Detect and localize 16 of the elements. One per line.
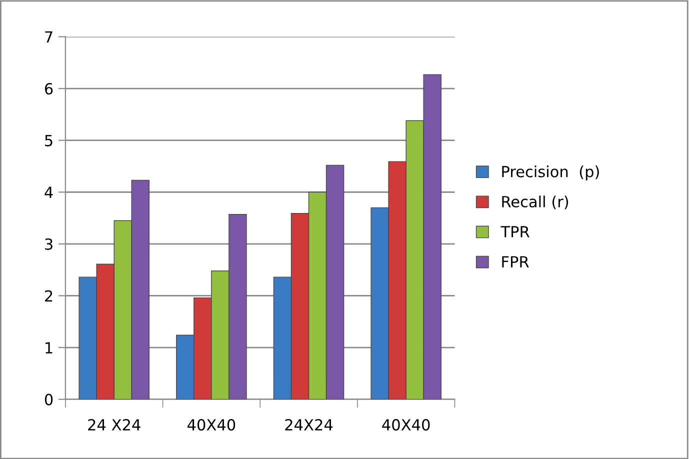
x-tick-label: 40X40 — [188, 419, 236, 431]
legend-label: Recall (r) — [502, 196, 568, 210]
y-tick-label: 5 — [45, 134, 52, 146]
x-tick-label: 24 X24 — [88, 419, 140, 430]
legend-label: TPR — [500, 226, 530, 238]
x-tick-label: 24X24 — [285, 419, 333, 430]
legend-label: Precision (p) — [502, 166, 599, 180]
y-tick-label: 7 — [45, 31, 52, 43]
y-tick-label: 1 — [46, 342, 52, 354]
y-tick-label: 3 — [45, 238, 52, 250]
y-tick-label: 6 — [44, 82, 53, 95]
legend-label: FPR — [502, 256, 529, 268]
x-tick-label: 40X40 — [382, 419, 430, 431]
y-tick-label: 2 — [45, 290, 52, 302]
y-tick-label: 4 — [44, 186, 53, 198]
y-tick-label: 0 — [44, 394, 53, 406]
